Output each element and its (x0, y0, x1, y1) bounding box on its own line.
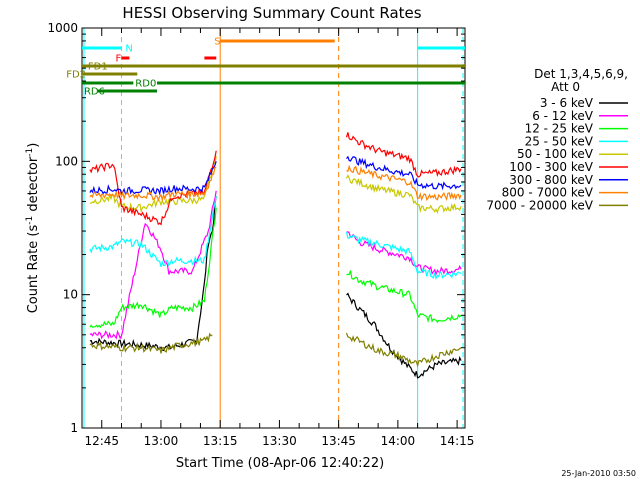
series-line-0-1 (346, 292, 462, 379)
legend-label-0: 3 - 6 keV (540, 96, 594, 110)
y-tick-label-100: 100 (55, 154, 78, 168)
series-line-2-0 (89, 207, 217, 329)
series-line-2-1 (346, 270, 462, 324)
series-line-4-1 (345, 174, 462, 215)
y-tick-label-1000: 1000 (47, 21, 78, 35)
x-tick-label-1345: 13:45 (321, 434, 356, 448)
x-axis-label: Start Time (08-Apr-06 12:40:22) (176, 456, 384, 471)
x-tick-label-1245: 12:45 (84, 434, 119, 448)
series-line-7-1 (346, 164, 462, 202)
legend-label-8: 7000 - 20000 keV (486, 198, 593, 212)
flag-label-fd1: FD1 (88, 62, 108, 73)
y-tick-label-10: 10 (63, 288, 78, 302)
series-line-4-0 (89, 155, 217, 214)
legend-header-line2: Att 0 (551, 80, 580, 94)
legend-header-line1: Det 1,3,4,5,6,9, (534, 67, 628, 81)
x-tick-label-1415: 14:15 (440, 434, 475, 448)
x-axis: 12:45 13:00 13:15 13:30 13:45 14:00 14:15 (81, 28, 475, 448)
series-line-1-1 (346, 231, 462, 276)
x-tick-label-1315: 13:15 (203, 434, 238, 448)
series-line-3-0 (89, 195, 217, 267)
series-line-7-0 (89, 166, 217, 203)
flag-label-n: N (125, 44, 132, 55)
series-line-6-1 (346, 155, 462, 191)
series-line-5-1 (345, 132, 462, 178)
series-line-0-0 (89, 195, 217, 352)
series-line-3-1 (345, 232, 462, 281)
series-line-8-1 (345, 332, 462, 368)
timestamp: 25-Jan-2010 03:50 (561, 469, 636, 478)
legend-label-5: 100 - 300 keV (509, 160, 593, 174)
legend-label-3: 25 - 50 keV (525, 134, 594, 148)
y-axis-label: Count Rate (s-1 detector-1) (25, 143, 41, 314)
flag-label-rd6: RD6 (84, 87, 105, 98)
legend-label-1: 6 - 12 keV (532, 109, 594, 123)
x-tick-label-1330: 13:30 (262, 434, 297, 448)
flag-label-fd2: FD2 (66, 70, 86, 81)
flag-label-rd0: RD0 (135, 79, 156, 90)
series-line-1-0 (89, 190, 217, 340)
flag-label-s: S (214, 37, 220, 48)
flag-label-f: F (116, 54, 122, 65)
chart-title: HESSI Observing Summary Count Rates (122, 4, 421, 22)
legend-label-4: 50 - 100 keV (517, 147, 594, 161)
legend-label-6: 300 - 800 keV (509, 173, 593, 187)
x-tick-label-1300: 13:00 (144, 434, 179, 448)
legend-label-2: 12 - 25 keV (525, 122, 594, 136)
series-line-6-0 (89, 161, 217, 196)
y-axis: 1 10 100 1000 (47, 21, 465, 435)
series-line-8-0 (89, 332, 213, 354)
legend-label-7: 800 - 7000 keV (502, 186, 594, 200)
y-tick-label-1: 1 (70, 421, 78, 435)
plot-frame (81, 27, 466, 429)
x-tick-label-1400: 14:00 (381, 434, 416, 448)
